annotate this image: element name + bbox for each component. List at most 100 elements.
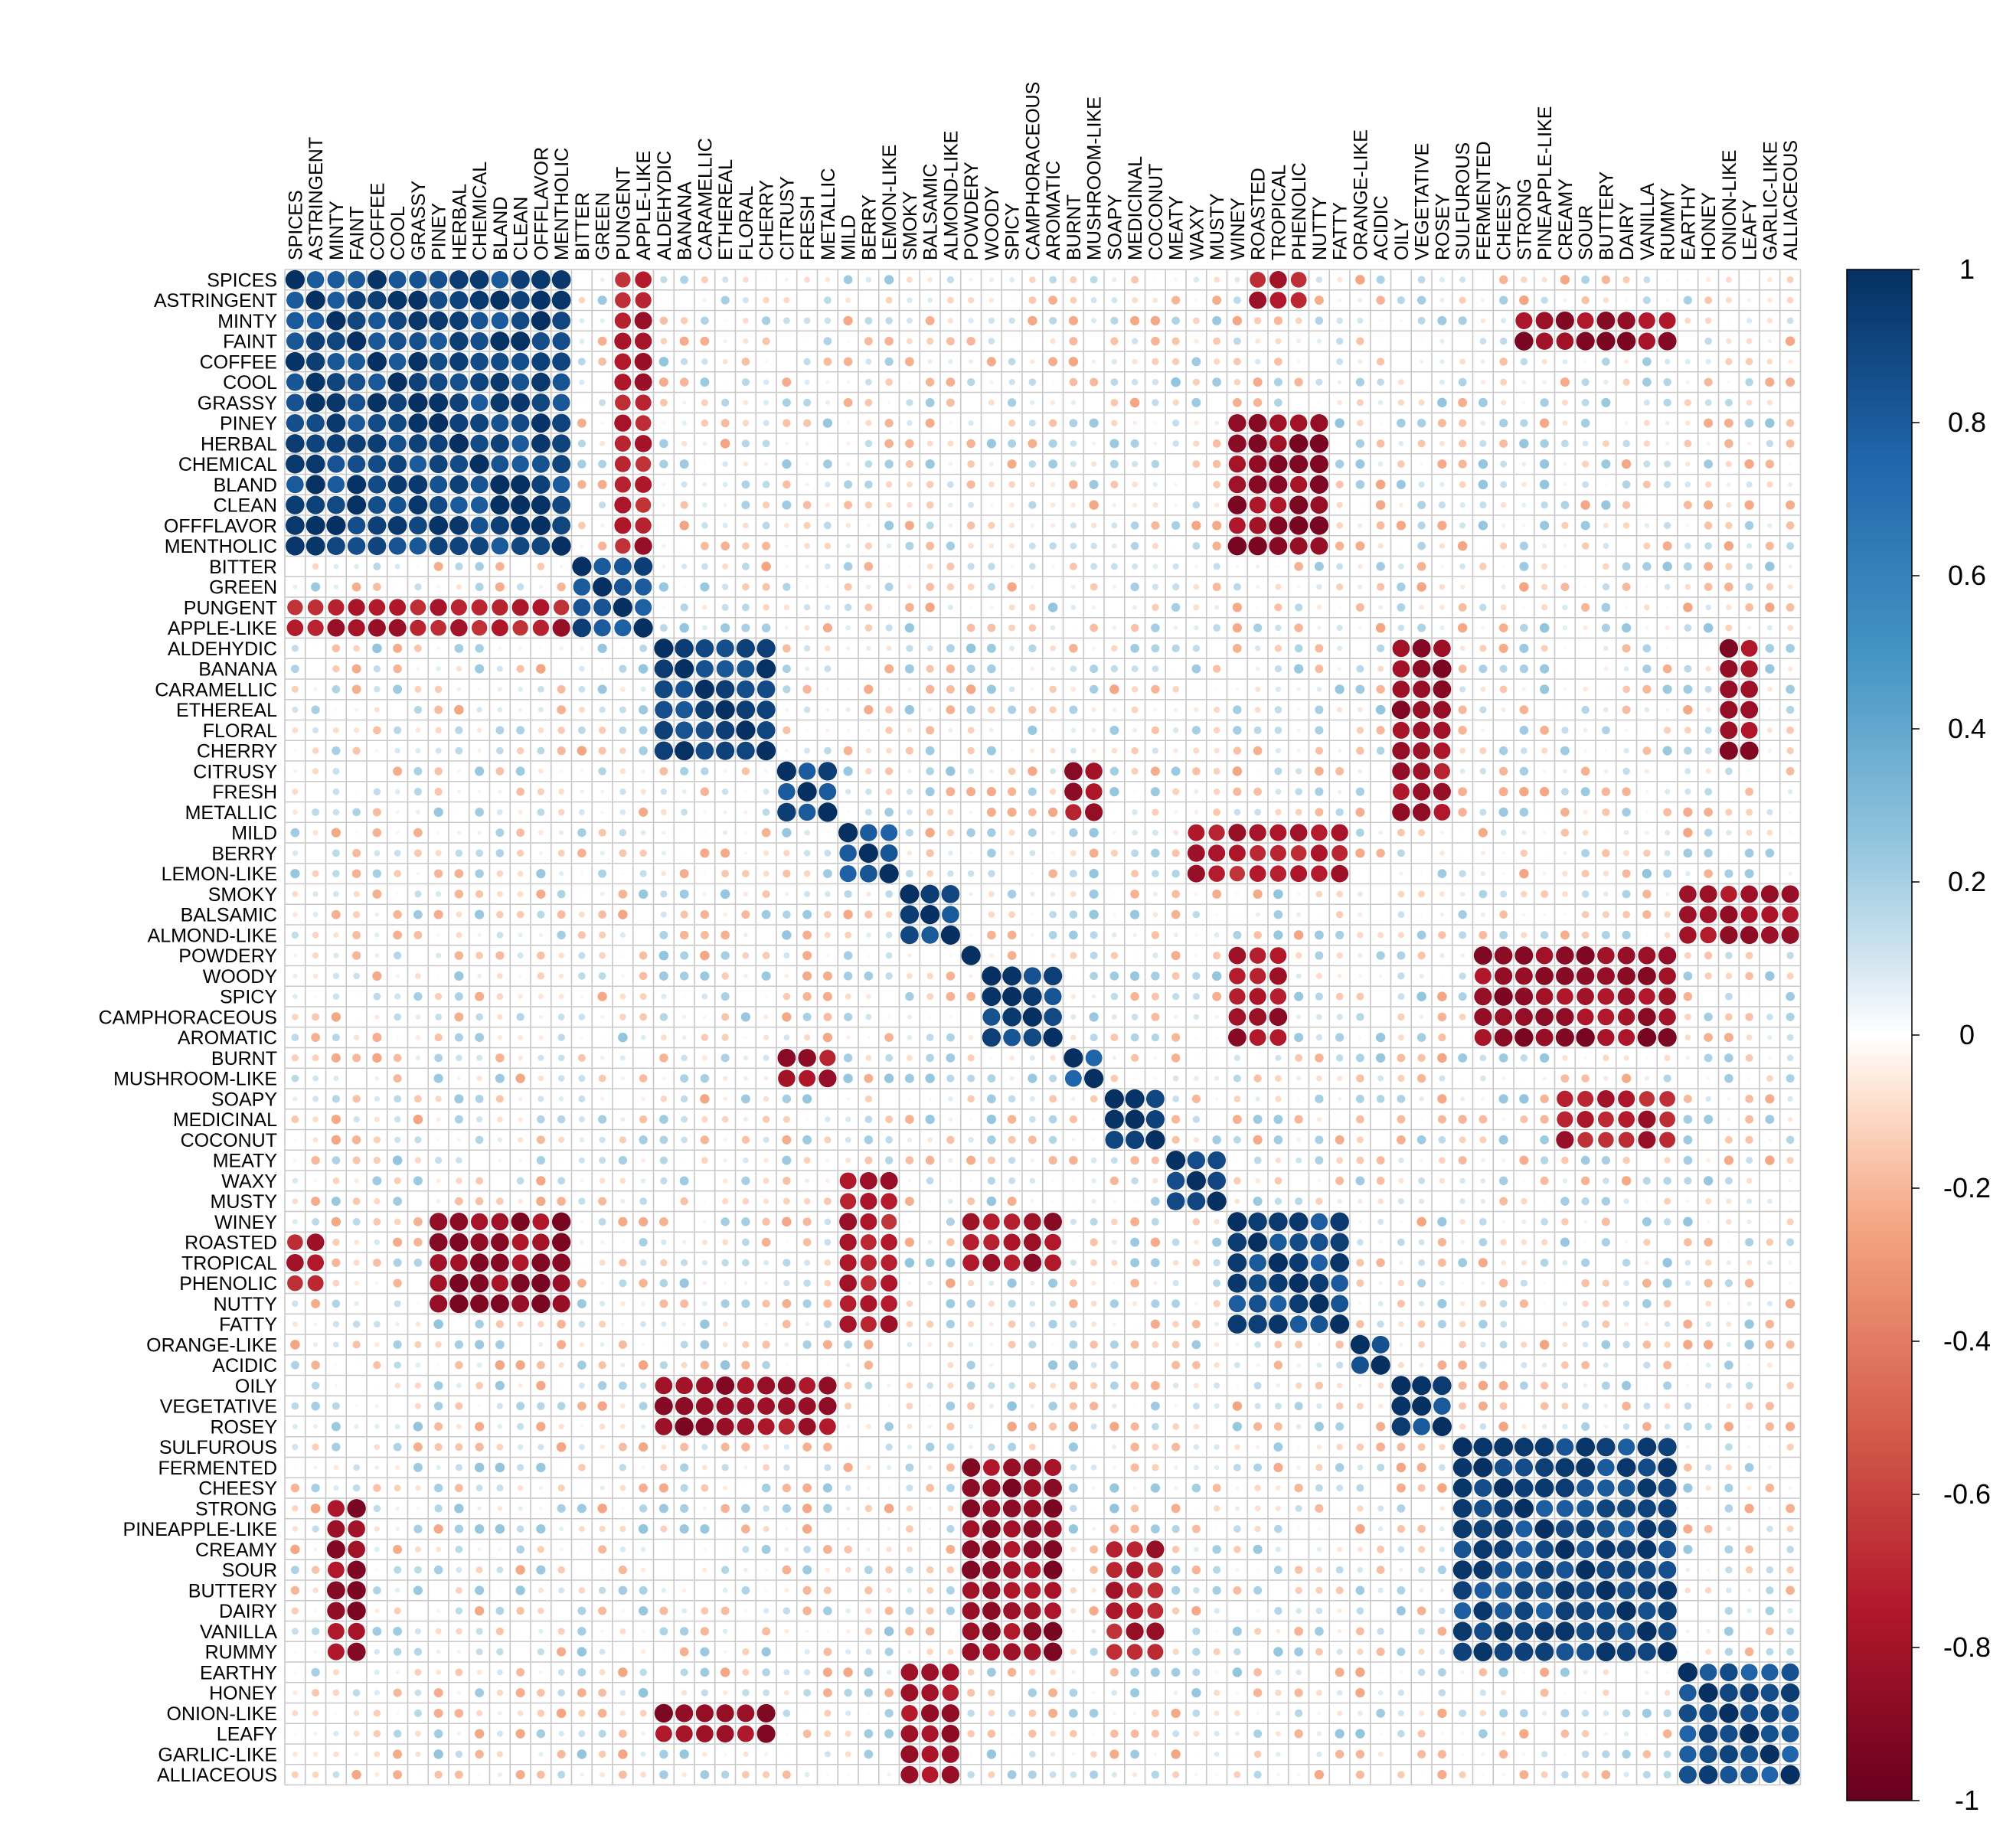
cell-musty-bitter	[578, 1197, 586, 1205]
cell-cheesy-musty	[1212, 1484, 1221, 1493]
cell-soapy-pineapple-like	[1540, 1094, 1549, 1104]
cell-spices-oily	[1400, 279, 1403, 281]
cell-burnt-piney	[434, 1053, 443, 1063]
cell-berry-winey	[1228, 844, 1246, 862]
cell-spices-minty	[327, 271, 345, 289]
cell-oily-sour	[1583, 1383, 1588, 1388]
cell-floral-coffee	[373, 726, 381, 735]
cell-fresh-meaty	[1172, 788, 1180, 795]
cell-piney-ethereal	[720, 419, 730, 428]
cell-medicinal-musty	[1215, 1118, 1218, 1121]
cell-metallic-phenolic	[1295, 808, 1302, 816]
cell-piney-camphoraceous	[1028, 420, 1036, 427]
cell-lemon-like-sour	[1581, 870, 1590, 878]
cell-mild-floral	[743, 831, 747, 834]
cell-ethereal-floral	[736, 700, 756, 720]
cell-coconut-bland	[497, 1137, 503, 1143]
cell-sour-fresh	[802, 1565, 812, 1575]
cell-coffee-nutty	[1318, 361, 1321, 363]
cell-mentholic-pungent	[615, 537, 631, 554]
cell-winey-creamy	[1561, 1218, 1569, 1226]
cell-strong-spices	[292, 1505, 299, 1512]
cell-mentholic-vegetative	[1417, 541, 1426, 550]
cell-coffee-bland	[491, 352, 509, 371]
cell-orange-like-cheesy	[1499, 1341, 1508, 1349]
cell-tropical-banana	[680, 1259, 688, 1267]
cell-bland-nutty	[1309, 475, 1328, 494]
cell-apple-like-garlic-like	[1766, 625, 1773, 631]
cell-mentholic-rummy	[1662, 541, 1672, 551]
cell-chemical-cherry	[763, 462, 769, 466]
cell-powdery-onion-like	[1725, 952, 1733, 959]
cell-strong-nutty	[1315, 1504, 1324, 1513]
cell-minty-offflavor	[531, 311, 551, 331]
cell-mild-vegetative	[1418, 829, 1426, 837]
cell-pineapple-like-smoky	[905, 1525, 913, 1533]
cell-tropical-strong	[1521, 1259, 1527, 1265]
cell-pineapple-like-medicinal	[1130, 1524, 1139, 1533]
cell-smoky-leafy	[1740, 885, 1758, 903]
cell-coffee-lemon-like	[884, 357, 894, 367]
cell-sulfurous-coconut	[1152, 1443, 1159, 1451]
cell-musty-sour	[1581, 1197, 1590, 1206]
cell-fermented-nutty	[1315, 1464, 1323, 1471]
cell-woody-sulfurous	[1459, 972, 1466, 980]
cell-pungent-offflavor	[532, 599, 550, 616]
cell-fresh-fermented	[1482, 790, 1485, 793]
cell-fermented-oily	[1396, 1462, 1407, 1473]
cell-fresh-smoky	[906, 789, 913, 795]
cell-piney-meaty	[1172, 420, 1180, 427]
cell-rosey-piney	[434, 1422, 443, 1431]
cell-bland-chemical	[470, 475, 488, 494]
cell-aromatic-aldehydic	[661, 1034, 667, 1040]
cell-fatty-burnt	[1070, 1320, 1077, 1328]
cell-metallic-smoky	[907, 809, 913, 815]
cell-burnt-vanilla	[1645, 1056, 1648, 1060]
cell-mild-sour	[1582, 829, 1589, 836]
cell-herbal-mentholic	[552, 434, 571, 453]
cell-pineapple-like-burnt	[1068, 1523, 1079, 1534]
cell-astringent-pineapple-like	[1541, 296, 1548, 304]
cell-fermented-acidic	[1377, 1463, 1385, 1471]
cell-phenolic-mushroom-like	[1091, 1281, 1096, 1286]
cell-medicinal-minty	[331, 1114, 341, 1125]
cell-coffee-chemical	[470, 352, 488, 371]
cell-bland-fresh	[805, 482, 809, 487]
cell-oily-roasted	[1253, 1382, 1262, 1390]
cell-grassy-buttery	[1601, 397, 1611, 407]
cell-minty-bitter	[579, 318, 585, 324]
cell-caramellic-banana	[675, 680, 694, 698]
cell-buttery-roasted	[1253, 1585, 1263, 1595]
cell-powdery-woody	[989, 953, 994, 958]
cell-banana-ethereal	[716, 660, 734, 678]
cell-sour-metallic	[825, 1567, 830, 1572]
cell-aldehydic-aromatic	[1050, 645, 1056, 651]
cell-winey-rosey	[1437, 1216, 1447, 1226]
cell-roasted-herbal	[449, 1233, 469, 1252]
cell-oily-fatty	[1336, 1383, 1343, 1389]
cell-minty-fresh	[803, 317, 811, 325]
cell-bitter-rummy	[1662, 561, 1672, 572]
cell-tropical-honey	[1704, 1259, 1712, 1266]
cell-offflavor-pungent	[614, 517, 632, 534]
cell-buttery-buttery	[1596, 1580, 1616, 1600]
cell-cherry-vegetative	[1413, 742, 1431, 760]
cell-creamy-faint	[348, 1540, 365, 1559]
cell-floral-rummy	[1664, 727, 1671, 734]
cell-oily-honey	[1704, 1382, 1712, 1390]
cell-spicy-orange-like	[1356, 992, 1364, 1001]
cell-mentholic-sulfurous	[1457, 540, 1468, 551]
cell-chemical-green	[598, 459, 607, 469]
cell-balsamic-smoky	[900, 905, 920, 924]
cell-vegetative-camphoraceous	[1030, 1403, 1035, 1409]
cell-ethereal-grassy	[413, 705, 423, 714]
cell-minty-smoky	[906, 317, 913, 324]
cell-balsamic-vegetative	[1420, 913, 1423, 916]
cell-waxy-cool	[394, 1177, 401, 1185]
cell-bland-cherry	[762, 481, 770, 488]
cell-banana-meaty	[1175, 668, 1178, 671]
cell-offflavor-coffee	[368, 516, 387, 535]
cell-lemon-like-sulfurous	[1459, 870, 1466, 877]
cell-tropical-orange-like	[1356, 1259, 1364, 1267]
cell-vegetative-berry	[868, 1405, 870, 1407]
